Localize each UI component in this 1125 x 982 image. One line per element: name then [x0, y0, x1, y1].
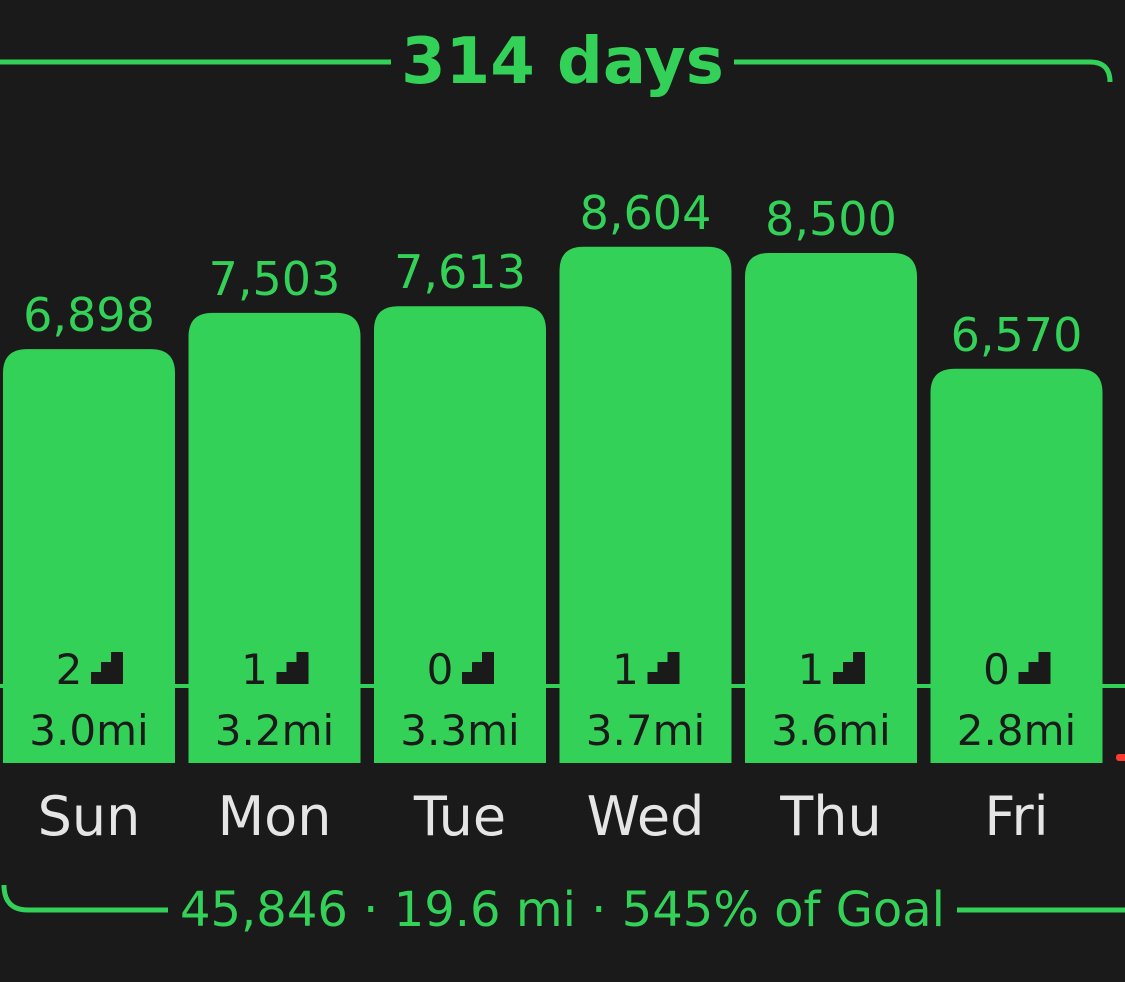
- stairs-icon: [91, 652, 123, 684]
- bar-value-label: 8,500: [765, 192, 897, 246]
- summary-text: 45,846 · 19.6 mi · 545% of Goal: [167, 882, 958, 938]
- day-label: Mon: [218, 785, 332, 848]
- bar: [374, 306, 546, 763]
- stairs-icon: [462, 652, 494, 684]
- bar-group-tue: 7,613 0 3.3mi Tue: [374, 245, 546, 848]
- distance-label: 3.3mi: [400, 706, 519, 755]
- day-label: Sun: [38, 785, 141, 848]
- bar-value-label: 6,898: [23, 288, 155, 342]
- bar-group-mon: 7,503 1 3.2mi Mon: [188, 252, 361, 848]
- distance-label: 3.2mi: [215, 706, 334, 755]
- bar-group-sun: 6,898 2 3.0mi Sun: [3, 288, 175, 848]
- bar-value-label: 7,613: [394, 245, 526, 299]
- flights-count: 1: [612, 645, 639, 694]
- streak-bracket: [0, 59, 1113, 83]
- flights-count: 0: [983, 645, 1010, 694]
- bar-value-label: 7,503: [209, 252, 341, 306]
- bar-group-thu: 8,500 1 3.6mi Thu: [745, 192, 917, 848]
- flights-count: 1: [241, 645, 268, 694]
- bar: [930, 368, 1103, 763]
- stairs-icon: [1018, 652, 1051, 684]
- bar-group-wed: 8,604 1 3.7mi Wed: [559, 186, 732, 848]
- day-label: Tue: [413, 785, 506, 848]
- flights-count: 2: [56, 645, 83, 694]
- bar-group-fri: 6,570 0 2.8mi Fri: [930, 308, 1103, 848]
- distance-label: 2.8mi: [957, 706, 1076, 755]
- day-label: Fri: [984, 785, 1048, 848]
- bars-layer: 6,898 2 3.0mi Sun 7,503 1 3.2mi Mon 7,613 0 3.3mi T…: [0, 186, 1125, 848]
- day-label: Wed: [587, 785, 705, 848]
- distance-label: 3.6mi: [771, 706, 890, 755]
- bar-value-label: 6,570: [951, 308, 1083, 362]
- distance-label: 3.0mi: [29, 706, 148, 755]
- stairs-icon: [833, 652, 865, 684]
- bar: [745, 253, 917, 763]
- stairs-icon: [647, 652, 680, 684]
- bar: [559, 246, 732, 763]
- goal-marker: [1116, 754, 1125, 761]
- flights-count: 1: [798, 645, 825, 694]
- distance-label: 3.7mi: [586, 706, 705, 755]
- summary-bracket: [1, 884, 1125, 913]
- bar-value-label: 8,604: [580, 186, 712, 240]
- bar: [3, 349, 175, 763]
- flights-count: 0: [427, 645, 454, 694]
- weekly-summary: 45,846 · 19.6 mi · 545% of Goal: [0, 880, 1125, 940]
- bar: [188, 312, 361, 763]
- stairs-icon: [276, 652, 309, 684]
- day-label: Thu: [779, 785, 881, 848]
